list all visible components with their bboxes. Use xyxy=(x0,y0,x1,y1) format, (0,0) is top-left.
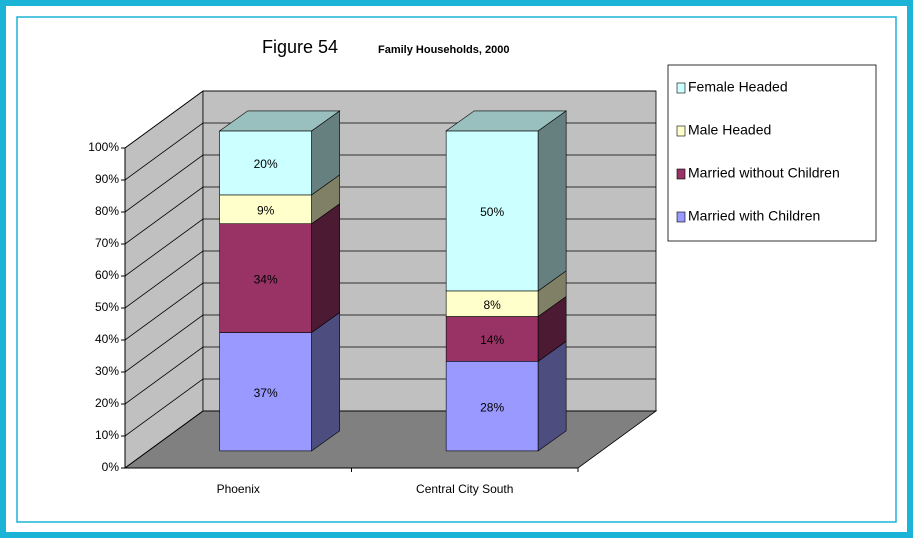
bar-top xyxy=(218,110,341,132)
bar-segment xyxy=(445,360,539,452)
x-tick-label: Central City South xyxy=(416,482,513,496)
legend-label: Married with Children xyxy=(688,208,820,224)
data-label: 8% xyxy=(483,298,501,312)
y-tick-label: 70% xyxy=(95,236,119,250)
y-tick-label: 10% xyxy=(95,428,119,442)
bar-segment xyxy=(219,194,312,224)
bar-side xyxy=(537,110,567,292)
data-label: 37% xyxy=(254,386,278,400)
legend-swatch xyxy=(676,168,686,180)
data-label: 9% xyxy=(257,203,275,217)
x-tick-label: Phoenix xyxy=(217,482,260,496)
legend-label: Married without Children xyxy=(688,165,840,181)
bar-side xyxy=(311,311,340,452)
legend-swatch xyxy=(676,211,686,223)
chart-title: Figure 54 xyxy=(262,37,338,57)
bar-segment xyxy=(219,223,312,333)
legend-label: Male Headed xyxy=(688,122,771,138)
data-label: 34% xyxy=(254,272,278,286)
legend-swatch xyxy=(676,82,686,94)
bar-segment xyxy=(445,290,539,317)
legend-swatch xyxy=(676,125,686,137)
bar-top xyxy=(445,110,568,132)
y-tick-label: 90% xyxy=(95,172,119,186)
y-tick-label: 60% xyxy=(95,268,119,282)
y-tick-label: 50% xyxy=(95,300,119,314)
bar-segment xyxy=(445,130,539,292)
chart-subtitle: Family Households, 2000 xyxy=(378,44,509,56)
data-label: 28% xyxy=(480,400,504,414)
plot-walls xyxy=(123,90,658,469)
legend xyxy=(667,64,877,242)
bar-side xyxy=(311,203,340,334)
data-label: 14% xyxy=(480,333,504,347)
y-tick-label: 30% xyxy=(95,364,119,378)
bar-segment xyxy=(445,316,539,362)
y-tick-label: 80% xyxy=(95,204,119,218)
floor xyxy=(123,410,658,469)
y-tick-label: 20% xyxy=(95,396,119,410)
bar-segment xyxy=(219,130,312,196)
y-tick-label: 100% xyxy=(88,140,119,154)
data-label: 20% xyxy=(254,157,278,171)
legend-label: Female Headed xyxy=(688,79,788,95)
data-label: 50% xyxy=(480,205,504,219)
y-tick-label: 0% xyxy=(102,460,120,474)
grid-line xyxy=(124,90,656,149)
y-tick-label: 40% xyxy=(95,332,119,346)
